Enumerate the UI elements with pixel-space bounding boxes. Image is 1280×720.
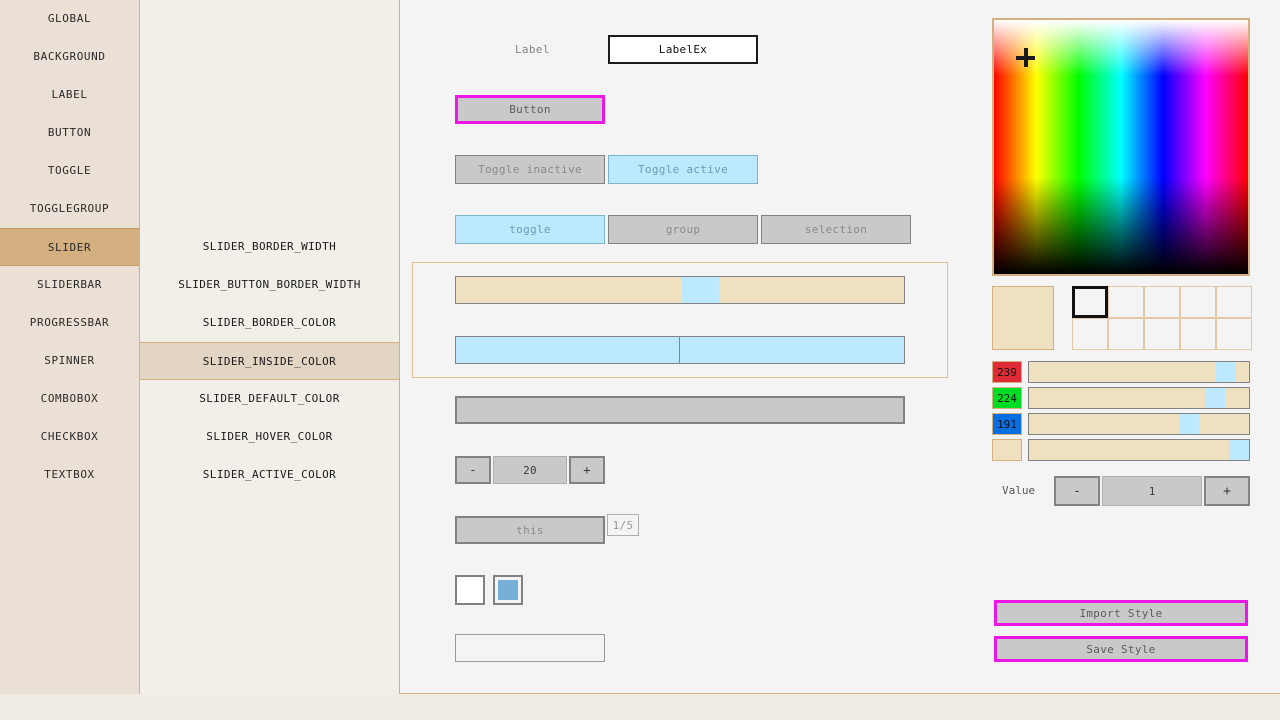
sidebar-item-sliderbar[interactable]: SLIDERBAR [36, 278, 102, 291]
color-picker-gradient[interactable] [994, 20, 1248, 274]
preview-button[interactable]: Button [455, 95, 605, 124]
sidebar-item-slider[interactable]: SLIDER [0, 228, 139, 266]
property-item-slider-hover-color[interactable]: SLIDER_HOVER_COLOR [206, 430, 333, 443]
property-item-slider-inside-color[interactable]: SLIDER_INSIDE_COLOR [140, 342, 399, 380]
preview-slider[interactable] [455, 276, 905, 304]
sidebar-item-background[interactable]: BACKGROUND [33, 50, 106, 63]
current-color-swatch [992, 286, 1054, 350]
palette-swatch[interactable] [1216, 318, 1252, 350]
channel-value-red: 239 [992, 361, 1022, 383]
slider-thumb[interactable] [682, 277, 720, 303]
sidebar-item-label[interactable]: LABEL [51, 88, 88, 101]
property-item-slider-border-width[interactable]: SLIDER_BORDER_WIDTH [202, 240, 337, 253]
combobox-main[interactable]: this [455, 516, 605, 544]
palette-swatch[interactable] [1144, 318, 1180, 350]
textbox-input[interactable] [455, 634, 605, 662]
palette-swatch[interactable] [1144, 286, 1180, 318]
channel-value-green: 224 [992, 387, 1022, 409]
value-increment-button[interactable]: + [1204, 476, 1250, 506]
sidebar-item-global[interactable]: GLOBAL [47, 12, 92, 25]
channel-slider-red[interactable] [1028, 361, 1250, 383]
slider-groupbox [412, 262, 948, 378]
preview-labelex: LabelEx [608, 35, 758, 64]
preview-togglegroup-group[interactable]: group [608, 215, 758, 244]
preview-toggle-inactive[interactable]: Toggle inactive [455, 155, 605, 184]
value-spinner: - 1 + [1054, 476, 1250, 506]
sidebar-item-spinner[interactable]: SPINNER [44, 354, 95, 367]
sidebar-item-toggle[interactable]: TOGGLE [47, 164, 92, 177]
property-item-slider-default-color[interactable]: SLIDER_DEFAULT_COLOR [199, 392, 340, 405]
channel-slider-alpha[interactable] [1028, 439, 1250, 461]
channel-value-alpha [992, 439, 1022, 461]
preview-togglegroup-toggle[interactable]: toggle [455, 215, 605, 244]
value-spinner-value[interactable]: 1 [1102, 476, 1202, 506]
property-list: SLIDER_BORDER_WIDTH SLIDER_BUTTON_BORDER… [140, 0, 400, 694]
channel-thumb-green[interactable] [1204, 388, 1225, 408]
window-footer [0, 694, 1280, 720]
sliderbar-fill [456, 337, 680, 363]
palette-swatch[interactable] [1072, 318, 1108, 350]
channel-thumb-alpha[interactable] [1229, 440, 1249, 460]
spinner-value[interactable]: 20 [493, 456, 567, 484]
preview-progressbar [455, 396, 905, 424]
color-panel: 239 224 191 Value - 1 + [960, 0, 1280, 694]
channel-slider-green[interactable] [1028, 387, 1250, 409]
preview-toggle-active[interactable]: Toggle active [608, 155, 758, 184]
property-item-slider-active-color[interactable]: SLIDER_ACTIVE_COLOR [202, 468, 337, 481]
spinner-increment-button[interactable]: + [569, 456, 605, 484]
sidebar-item-checkbox[interactable]: CHECKBOX [40, 430, 99, 443]
palette-swatch-grid [1072, 286, 1252, 350]
preview-togglegroup-selection[interactable]: selection [761, 215, 911, 244]
property-item-slider-button-border-width[interactable]: SLIDER_BUTTON_BORDER_WIDTH [178, 278, 361, 291]
sidebar-item-combobox[interactable]: COMBOBOX [40, 392, 99, 405]
sidebar-item-progressbar[interactable]: PROGRESSBAR [29, 316, 110, 329]
checkbox-checked[interactable] [493, 575, 523, 605]
preview-pane: Label LabelEx Button Toggle inactive Tog… [400, 0, 960, 694]
property-list-spacer [140, 0, 399, 228]
checkbox-unchecked[interactable] [455, 575, 485, 605]
property-item-slider-border-color[interactable]: SLIDER_BORDER_COLOR [202, 316, 337, 329]
import-style-button[interactable]: Import Style [994, 600, 1248, 626]
category-sidebar: GLOBAL BACKGROUND LABEL BUTTON TOGGLE TO… [0, 0, 140, 694]
palette-swatch[interactable] [1180, 286, 1216, 318]
channel-value-blue: 191 [992, 413, 1022, 435]
spinner-decrement-button[interactable]: - [455, 456, 491, 484]
palette-swatch[interactable] [1216, 286, 1252, 318]
value-decrement-button[interactable]: - [1054, 476, 1100, 506]
color-picker[interactable] [992, 18, 1250, 276]
channel-slider-blue[interactable] [1028, 413, 1250, 435]
sidebar-item-button[interactable]: BUTTON [47, 126, 92, 139]
palette-swatch[interactable] [1108, 318, 1144, 350]
sidebar-item-textbox[interactable]: TEXTBOX [44, 468, 95, 481]
combobox-count[interactable]: 1/5 [607, 514, 639, 536]
save-style-button[interactable]: Save Style [994, 636, 1248, 662]
palette-swatch[interactable] [1180, 318, 1216, 350]
palette-swatch[interactable] [1108, 286, 1144, 318]
channel-thumb-red[interactable] [1216, 362, 1237, 382]
sidebar-item-togglegroup[interactable]: TOGGLEGROUP [29, 202, 110, 215]
preview-label: Label [515, 43, 550, 56]
color-picker-crosshair-icon[interactable] [1016, 48, 1035, 67]
value-spinner-label: Value [1002, 484, 1036, 497]
channel-thumb-blue[interactable] [1178, 414, 1199, 434]
preview-sliderbar[interactable] [455, 336, 905, 364]
palette-swatch[interactable] [1072, 286, 1108, 318]
